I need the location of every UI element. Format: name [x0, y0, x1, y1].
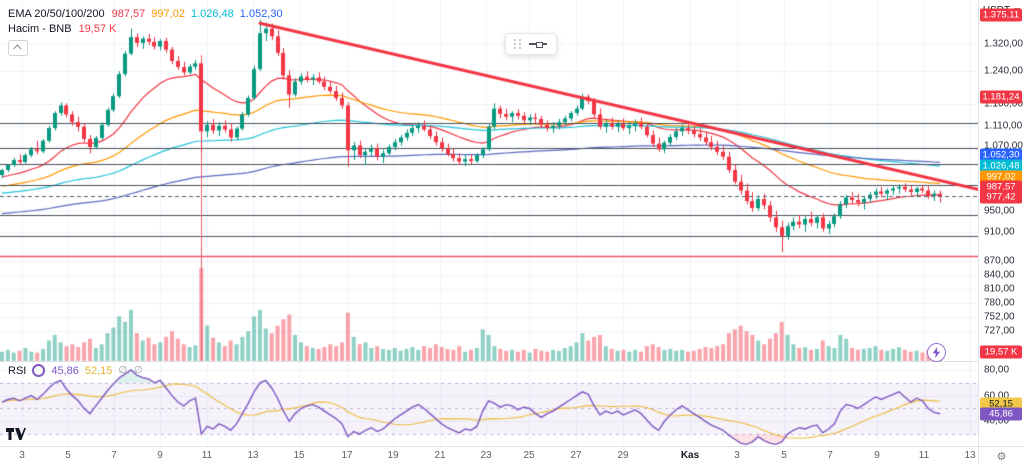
time-axis-label: 15 — [293, 450, 305, 461]
price-badge: 977,42 — [980, 190, 1022, 204]
ema-value-50: 997,02 — [151, 7, 185, 20]
time-axis-label: 27 — [570, 450, 582, 461]
indicator-legend: EMA 20/50/100/200 987,57 997,02 1.026,48 1.… — [8, 6, 283, 56]
time-axis-label: 3 — [734, 450, 740, 461]
price-axis-label: 780,00 — [984, 297, 1015, 309]
rsi-axis-label: 40,00 — [984, 415, 1010, 427]
gear-icon: ⚙ — [996, 450, 1007, 463]
rsi-axis-label: 80,00 — [984, 364, 1010, 376]
price-axis-label: 870,00 — [984, 255, 1015, 267]
price-badge: 1.026,48 — [980, 159, 1022, 173]
rsi-axis-label: 60,00 — [984, 390, 1010, 402]
price-axis-label: 1.160,00 — [984, 98, 1023, 110]
price-badge: 1.052,30 — [980, 148, 1022, 162]
volume-badge: 19,57 K — [980, 345, 1022, 359]
price-badge: 997,02 — [980, 170, 1022, 184]
rsi-value: 45,86 — [51, 364, 79, 377]
price-axis-label: 1.320,00 — [984, 38, 1023, 50]
tradingview-logo[interactable] — [6, 427, 26, 441]
rsi-badge: 52,15 — [980, 397, 1022, 411]
time-axis-label: 23 — [480, 450, 492, 461]
time-axis-label: 9 — [874, 450, 880, 461]
price-axis-label: 727,00 — [984, 325, 1015, 337]
ema-value-200: 1.052,30 — [239, 7, 283, 20]
price-axis[interactable]: USDT 1.320,001.240,001.160,001.110,001.0… — [978, 0, 1024, 446]
time-axis-label: 17 — [341, 450, 353, 461]
ema-value-20: 987,57 — [111, 7, 146, 20]
drag-handle-icon[interactable] — [510, 38, 525, 50]
price-axis-label: 840,00 — [984, 269, 1015, 281]
chart-canvas[interactable] — [0, 0, 979, 446]
time-axis-label: 13 — [964, 450, 976, 461]
rsi-badge: 45,86 — [980, 407, 1022, 421]
time-axis-label: 3 — [19, 450, 25, 461]
time-axis[interactable]: 3 5 7 9 11 13 15 17 19 21 23 25 27 29 Kas 3 5 7 9 11 13 ⚙ — [0, 446, 1024, 464]
time-axis-label: 11 — [201, 450, 213, 461]
rsi-legend-label: RSI — [8, 364, 27, 377]
time-axis-label: 7 — [111, 450, 117, 461]
time-axis-label: 25 — [523, 450, 535, 461]
rsi-indicator-icon — [32, 364, 46, 377]
price-axis-label: 1.240,00 — [984, 65, 1023, 77]
time-axis-label: 5 — [781, 450, 787, 461]
price-badge: 1.375,11 — [980, 8, 1022, 22]
volume-legend-value: 19,57 K — [78, 22, 117, 35]
price-axis-label: 1.070,00 — [984, 140, 1023, 152]
boost-button[interactable] — [927, 343, 946, 362]
chevron-up-icon — [13, 44, 22, 53]
legend-row-ema[interactable]: EMA 20/50/100/200 987,57 997,02 1.026,48 1.… — [8, 6, 283, 21]
price-axis-label: 1.110,00 — [984, 120, 1023, 132]
price-axis-label: 950,00 — [984, 205, 1015, 217]
price-axis-label: 810,00 — [984, 283, 1015, 295]
ema-legend-label: EMA 20/50/100/200 — [8, 7, 105, 20]
time-axis-label: 9 — [157, 450, 163, 461]
volume-legend-label: Hacim - BNB — [8, 22, 72, 35]
price-badge: 1.181,24 — [980, 90, 1022, 104]
axis-settings-corner[interactable]: ⚙ — [978, 447, 1024, 464]
rsi-ma-value: 52,15 — [84, 364, 113, 377]
trendline-tool-icon[interactable] — [529, 38, 547, 50]
legend-row-volume[interactable]: Hacim - BNB 19,57 K — [8, 21, 283, 36]
price-axis-label: 752,00 — [984, 311, 1015, 323]
time-axis-label: 7 — [827, 450, 833, 461]
time-axis-label: 19 — [387, 450, 399, 461]
rsi-legend[interactable]: RSI 45,86 52,15 ∅ ∅ — [8, 364, 145, 377]
legend-collapse-button[interactable] — [8, 40, 28, 56]
rsi-empty-values: ∅ ∅ — [118, 365, 145, 376]
time-axis-label: Kas — [680, 450, 700, 461]
time-axis-label: 5 — [65, 450, 71, 461]
pane-separator[interactable] — [0, 361, 1024, 362]
time-axis-label: 13 — [247, 450, 259, 461]
lightning-icon — [932, 347, 941, 358]
time-axis-label: 29 — [617, 450, 629, 461]
drawing-toolbar[interactable] — [505, 33, 557, 55]
ema-value-100: 1.026,48 — [190, 7, 234, 20]
price-axis-label: 910,00 — [984, 226, 1015, 238]
price-badge: 987,57 — [980, 180, 1022, 194]
time-axis-label: 11 — [918, 450, 930, 461]
time-axis-label: 21 — [434, 450, 446, 461]
ema-legend-values: 987,57 997,02 1.026,48 1.052,30 — [112, 8, 283, 20]
